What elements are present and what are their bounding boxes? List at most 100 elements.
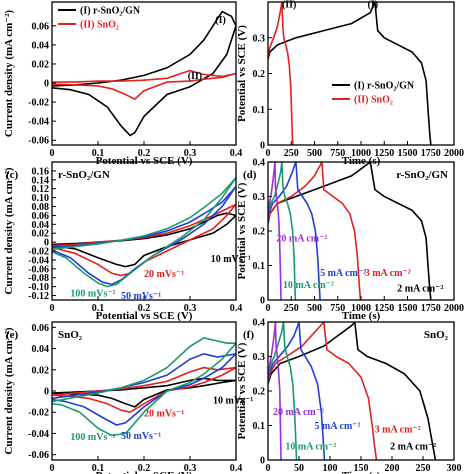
series-line [52,352,236,426]
y-axis-label: Current density (mA cm⁻²) [3,10,15,137]
x-tick-label: 150 [354,463,369,474]
annotation: 10 mA cm⁻² [283,280,334,291]
y-tick-label: -0.02 [28,247,49,258]
series-line [268,2,432,145]
annotation: (I) [215,15,226,26]
x-tick-label: 750 [330,148,345,159]
series-group [268,2,432,145]
series-line [52,366,236,414]
x-tick-label: 1500 [398,303,418,314]
panel-letter-c: (c) [6,169,19,181]
y-tick-label: -0.06 [28,264,49,275]
y-tick-label: 0.12 [32,184,50,195]
x-axis-label: Time (s) [342,470,381,474]
x-tick-label: 0 [266,148,271,159]
x-tick-label: 750 [330,303,345,314]
series-line [268,2,294,145]
panel-title: SnO₂ [58,329,83,341]
y-tick-label: 0.06 [32,211,50,222]
annotation: (II) [188,71,202,82]
x-tick-label: 0.3 [184,148,197,159]
y-tick-label: 0 [44,79,49,90]
panel-letter-d: (d) [243,169,257,181]
series-line [52,337,236,437]
annotation: 5 mA cm⁻² [315,421,361,432]
panel-c: 0 0.1 0.2 0.3 0.4 -0.12-0.10-0.08-0.06-0.04-0… [3,161,251,322]
y-tick-label: -0.06 [28,450,49,461]
y-tick-label: 0.3 [253,192,266,203]
legend-label: (II) SnO₂ [354,95,393,106]
x-tick-label: 0.4 [230,463,243,474]
y-tick-label: 0.16 [32,166,50,177]
x-tick-label: 500 [307,303,322,314]
x-tick-label: 250 [416,463,431,474]
series-line [52,212,236,268]
y-tick-label: 0.02 [32,365,50,376]
x-tick-label: 1000 [351,148,371,159]
series-line [268,162,282,300]
annotation: 20 mVs⁻¹ [144,269,184,280]
annotation: 50 mVs⁻¹ [121,291,161,302]
x-tick-label: 2000 [444,148,464,159]
x-axis-label: Time (s) [342,155,381,167]
annotation: (I) [368,0,379,10]
y-tick-label: 0.02 [32,229,50,240]
series-line [268,322,282,460]
annotation: 20 mA cm⁻² [273,407,324,418]
x-tick-label: 0.4 [230,148,243,159]
x-tick-label: 200 [385,463,400,474]
plot-frame [267,1,455,146]
x-tick-label: 250 [284,148,299,159]
series-group [52,177,236,288]
panel-title: r-SnO₂/GN [396,169,448,181]
series-line [52,177,236,288]
annotation: 2 mA cm⁻² [390,442,436,453]
series-group [268,162,432,300]
annotation: 10 mA cm⁻² [285,442,336,453]
x-tick-label: 0.2 [138,303,151,314]
y-tick-label: 0 [44,238,49,249]
x-tick-label: 0 [50,148,55,159]
y-tick-label: 0 [260,296,265,307]
legend-label: (I) r-SnO₂/GN [354,81,415,92]
x-tick-label: 0.1 [92,303,105,314]
series-line [268,162,321,300]
x-axis-label: Potential vs SCE (V) [96,310,193,322]
panel-e: 0 0.1 0.2 0.3 0.4 -0.06 -0.04 -0.02 0 0.02 0.04 0.0… [3,321,253,474]
x-tick-label: 1500 [398,148,418,159]
x-tick-label: 0 [50,463,55,474]
x-tick-label: 0 [266,303,271,314]
panel-letter-f: (f) [243,329,254,341]
y-tick-label: 0.04 [32,344,50,355]
x-axis-label: Time (s) [342,310,381,322]
x-tick-label: 500 [307,148,322,159]
y-tick-label: -0.02 [28,98,49,109]
series-line [52,69,236,101]
y-axis-label: Current density (mA cm⁻²) [3,327,15,454]
x-tick-label: 0.1 [92,463,105,474]
x-tick-label: 250 [284,303,299,314]
y-tick-label: 0.04 [32,40,50,51]
annotation: 20 mA cm⁻² [276,233,327,244]
y-tick-label: 0.14 [32,175,50,186]
x-axis-label: Potential vs SCE (V) [96,470,193,474]
y-tick-label: 0.06 [32,21,50,32]
series-group [268,322,437,460]
y-tick-label: -0.04 [28,117,49,128]
y-tick-label: 0.4 [253,158,266,169]
annotation: 10 mVs⁻¹ [213,396,253,407]
panel-title: r-SnO₂/GN [58,169,110,181]
x-tick-label: 0.2 [138,148,151,159]
y-tick-label: 0.02 [32,59,50,70]
x-tick-label: 1250 [374,303,394,314]
y-tick-label: 0.2 [253,387,266,398]
series-group [52,337,236,437]
y-tick-label: 0.10 [32,193,50,204]
y-axis-label: Potential vs SCE (V) [236,182,248,279]
series-line [268,322,298,460]
panel-f: 0 50 100 150 200 250 300 0 0.1 0.2 0.3 0.4 Time (s) P… [236,318,462,474]
annotation: (II) [282,0,296,10]
annotation: 3 mA cm⁻² [375,424,421,435]
x-tick-label: 1750 [421,303,441,314]
